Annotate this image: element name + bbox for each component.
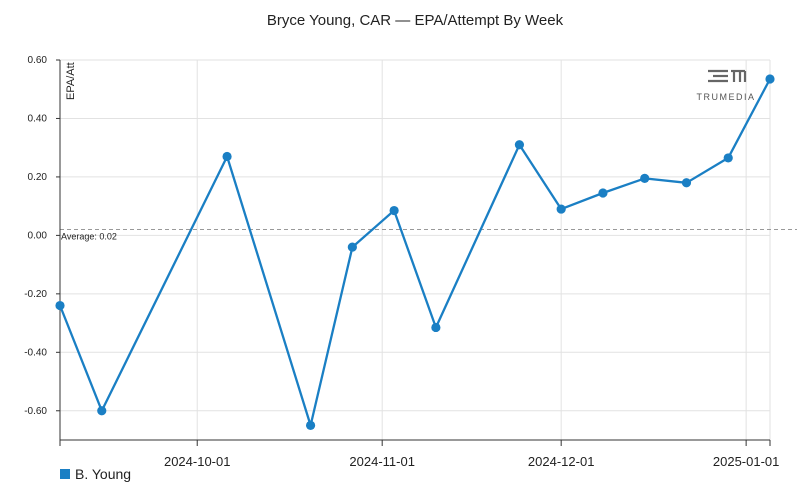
series-b-young	[55, 74, 775, 430]
data-point	[556, 204, 566, 214]
data-point	[598, 188, 608, 198]
x-tick-label: 2024-12-01	[528, 454, 595, 469]
y-tick-label: 0.20	[28, 172, 48, 183]
x-tick-label: 2024-10-01	[164, 454, 231, 469]
average-label: Average: 0.02	[61, 232, 117, 242]
chart-title: Bryce Young, CAR — EPA/Attempt By Week	[267, 12, 564, 29]
data-point	[765, 74, 775, 84]
data-point	[389, 205, 399, 216]
data-point	[305, 420, 316, 430]
series-line	[58, 78, 772, 427]
data-point	[97, 406, 107, 416]
y-tick-label: 0.00	[28, 230, 48, 241]
y-tick-label: 0.60	[28, 55, 48, 66]
data-point	[55, 300, 65, 311]
data-point	[514, 140, 525, 150]
data-point	[681, 178, 692, 188]
y-tick-label: -0.20	[24, 289, 47, 300]
grid	[60, 59, 771, 440]
x-tick-label: 2024-11-01	[349, 454, 415, 469]
data-point	[640, 173, 650, 183]
trumedia-logo-text: TRUMEDIA	[697, 92, 756, 102]
legend: B. Young	[60, 466, 131, 482]
y-tick-label: -0.60	[24, 406, 47, 417]
y-axis-label: EPA/Att	[65, 62, 77, 100]
legend-swatch-b-young	[60, 469, 70, 479]
data-point	[431, 322, 441, 333]
legend-label-b-young: B. Young	[75, 466, 131, 482]
data-point	[222, 151, 232, 162]
axes: 0.60 0.40 0.20 0.00 -0.20 -0.40 -0.60 2024-10-0…	[24, 55, 779, 469]
x-tick-label: 2025-01-01	[713, 454, 780, 469]
data-point	[723, 153, 733, 163]
trumedia-logo: TRUMEDIA	[697, 69, 756, 102]
trumedia-logo-mark	[708, 69, 747, 83]
average-line: Average: 0.02	[60, 229, 797, 242]
y-tick-label: 0.40	[28, 113, 48, 124]
data-point	[347, 242, 357, 252]
y-tick-label: -0.40	[24, 347, 47, 358]
